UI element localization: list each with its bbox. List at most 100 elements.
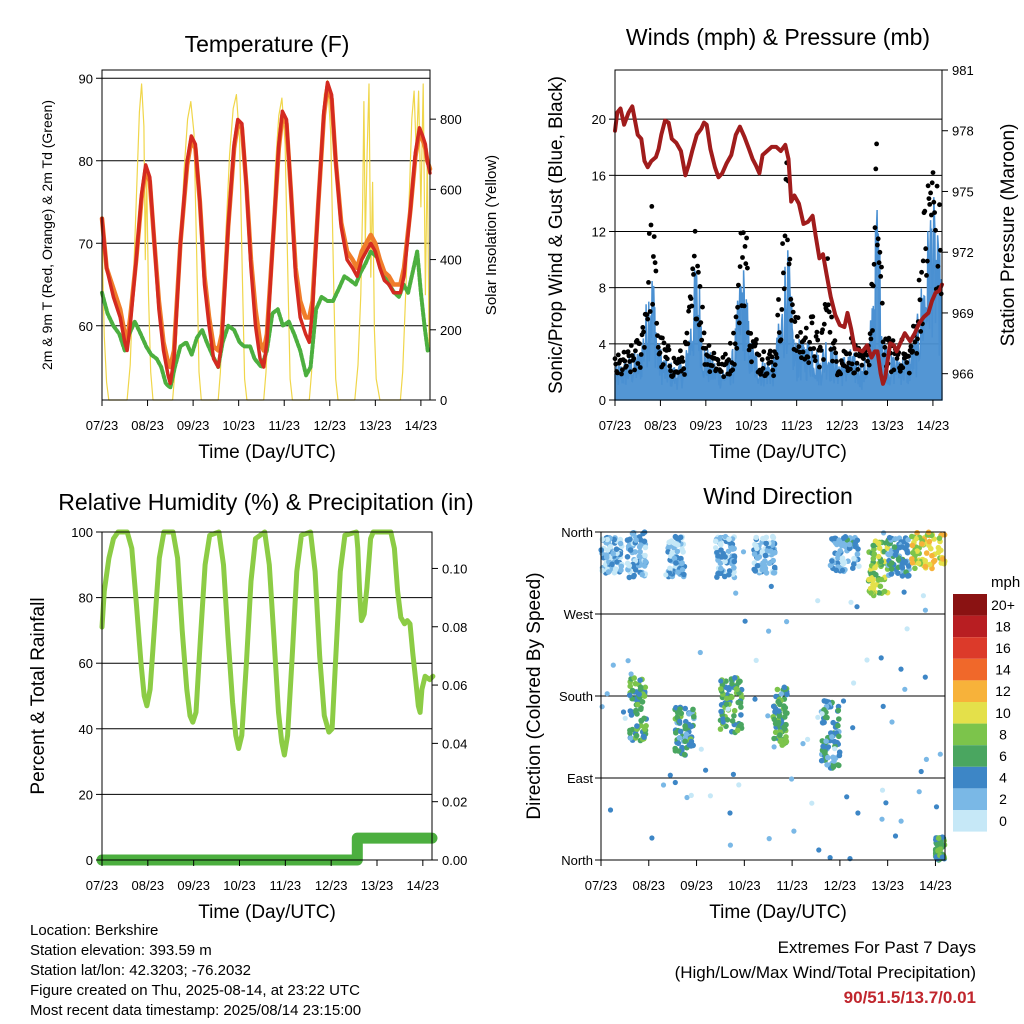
wind-direction-point <box>910 550 916 556</box>
wind-direction-point <box>922 563 929 570</box>
humidity-y2-tick-label: 0.06 <box>442 678 467 693</box>
temperature-y-tick-label: 90 <box>79 71 93 86</box>
gust-point <box>812 358 818 364</box>
wind-direction-point <box>690 706 696 713</box>
wind-direction-point <box>627 547 634 553</box>
wind-direction-point <box>851 680 857 686</box>
wind-direction-point <box>922 607 929 613</box>
wind-direction-point <box>726 536 732 542</box>
most-recent-data: Most recent data timestamp: 2025/08/14 2… <box>30 1002 362 1019</box>
wind-direction-point <box>829 734 835 740</box>
wind-direction-point <box>899 573 906 579</box>
wind-direction-point <box>734 686 740 693</box>
gust-point <box>764 371 770 376</box>
gust-point <box>848 366 853 372</box>
temperature-y-tick-label: 60 <box>79 319 93 334</box>
wind-direction-point <box>667 565 673 571</box>
wind-direction-point <box>914 548 920 554</box>
wind-direction-point <box>892 536 899 542</box>
gust-point <box>918 329 924 334</box>
wind-direction-point <box>909 560 916 566</box>
wind-direction-point <box>833 567 839 574</box>
wind-direction-point <box>676 735 683 741</box>
winds-y2-tick-label: 978 <box>952 124 974 139</box>
wind-direction-point <box>605 547 611 553</box>
gust-point <box>685 341 691 347</box>
wind-direction-point <box>918 768 924 775</box>
wind-direction-point <box>663 572 669 578</box>
wind-direction-point <box>832 746 838 752</box>
wind-direction-point <box>729 718 736 724</box>
wind-direction-point <box>821 719 827 726</box>
gust-point <box>870 283 876 289</box>
wind-direction-point <box>604 536 610 543</box>
wind-direction-point <box>713 545 719 551</box>
wind-direction-point <box>683 731 690 738</box>
gust-point <box>711 350 717 356</box>
wind-direction-point <box>895 556 902 563</box>
gust-point <box>660 335 665 341</box>
wind-direction-point <box>599 567 605 574</box>
gust-point <box>768 359 774 365</box>
gust-point <box>868 336 874 342</box>
gust-point <box>651 254 656 259</box>
gust-point <box>621 349 627 355</box>
gust-point <box>826 309 832 315</box>
wind-direction-point <box>717 534 724 541</box>
temperature-y2-axis-label: Solar Insolation (Yellow) <box>483 155 500 315</box>
speed-legend-label: 2 <box>999 791 1007 807</box>
wind-direction-point <box>904 549 911 556</box>
gust-point <box>771 373 776 379</box>
wind-direction-point <box>703 767 709 773</box>
wind-direction-point <box>636 544 643 550</box>
wind-direction-point <box>752 696 758 702</box>
temp-2m-line <box>100 80 432 386</box>
wind-direction-point <box>888 566 895 572</box>
gust-point <box>660 362 666 367</box>
gust-point <box>934 183 940 189</box>
wind-direction-point <box>718 678 724 684</box>
gust-point <box>748 331 754 336</box>
wind-direction-point <box>776 712 783 719</box>
wind-direction-point <box>765 713 771 719</box>
wind-direction-point <box>718 554 725 560</box>
wind-direction-point <box>922 674 928 680</box>
wind-direction-point <box>835 551 841 558</box>
wind-direction-point <box>770 570 777 576</box>
wind-direction-point <box>681 751 688 758</box>
gust-point <box>654 320 660 326</box>
wind-direction-point <box>771 564 778 571</box>
gust-point <box>810 314 816 320</box>
wind-direction-point <box>674 542 681 548</box>
wind-direction-point <box>738 712 744 718</box>
gust-point <box>781 270 786 276</box>
wind-direction-x-tick-label: 07/23 <box>585 878 618 893</box>
wind-direction-point <box>923 550 930 556</box>
station-metadata: Location: Berkshire Station elevation: 3… <box>30 921 361 1021</box>
gust-point <box>691 272 696 277</box>
gust-point <box>653 268 659 274</box>
gust-point <box>732 341 738 347</box>
wind-direction-point <box>870 581 876 588</box>
wind-direction-point <box>715 571 721 577</box>
wind-direction-point <box>899 544 905 550</box>
wind-direction-point <box>912 565 918 572</box>
gust-point <box>732 362 737 367</box>
gust-point <box>770 367 776 373</box>
gust-point <box>624 363 629 369</box>
wind-direction-point <box>679 546 685 552</box>
gust-point <box>866 362 872 368</box>
wind-direction-point <box>878 558 884 565</box>
speed-legend-label: 0 <box>999 813 1007 829</box>
wind-direction-point <box>809 800 815 806</box>
gust-point <box>686 308 691 314</box>
temperature-y2-tick-label: 800 <box>440 112 462 127</box>
wind-direction-point <box>642 544 649 551</box>
speed-legend-swatch <box>953 658 987 681</box>
gust-point <box>792 319 798 324</box>
wind-direction-point <box>631 675 637 681</box>
wind-direction-point <box>825 744 832 750</box>
wind-direction-point <box>915 560 922 566</box>
wind-direction-point <box>891 544 898 550</box>
gust-point <box>744 235 749 241</box>
